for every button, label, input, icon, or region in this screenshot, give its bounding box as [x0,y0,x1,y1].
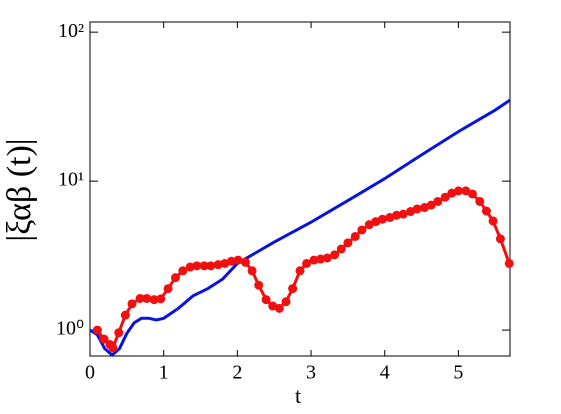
marker [261,295,271,305]
x-tick-label: 4 [380,362,390,384]
marker [114,328,124,338]
marker [185,262,195,272]
marker [199,261,209,271]
marker [495,234,505,244]
marker [330,250,340,260]
marker [135,293,145,303]
marker [92,325,102,335]
marker [322,253,332,263]
marker [192,261,202,271]
x-tick-label: 3 [306,362,316,384]
marker [392,210,402,220]
y-tick-label: 10² [58,20,84,42]
marker [142,293,152,303]
x-tick-label: 5 [453,362,463,384]
marker [206,261,216,271]
marker [247,266,257,276]
marker [433,196,443,206]
marker [99,334,109,344]
marker [316,254,326,264]
marker [302,258,312,268]
marker [440,192,450,202]
marker [120,310,130,320]
marker [156,294,166,304]
marker [254,280,264,290]
series-line [89,98,511,358]
marker [378,214,388,224]
y-axis-label: |ξαβ (t)| [1,138,38,241]
marker [163,284,173,294]
marker [108,343,118,353]
marker [170,273,180,283]
marker [213,260,223,270]
marker [357,225,367,235]
marker [240,257,250,267]
marker [426,200,436,210]
y-tick-label: 10¹ [58,169,84,191]
marker [398,209,408,219]
x-tick-label: 0 [85,362,95,384]
marker [309,255,319,265]
marker [288,284,298,294]
x-tick-label: 2 [232,362,242,384]
marker [274,303,284,313]
marker [412,204,422,214]
y-tick-label: 10⁰ [56,318,84,340]
plot-frame [89,21,511,357]
marker [481,206,491,216]
marker [488,216,498,226]
marker [226,256,236,266]
x-axis-label: t [295,383,301,408]
marker [343,238,353,248]
marker [336,244,346,254]
marker [504,258,514,268]
marker [233,255,243,265]
marker [178,266,188,276]
marker [149,295,159,305]
marker [453,186,463,196]
marker [295,266,305,276]
marker [350,231,360,241]
marker [467,189,477,199]
marker [127,299,137,309]
marker [281,297,291,307]
marker [475,196,485,206]
x-tick-label: 1 [159,362,169,384]
